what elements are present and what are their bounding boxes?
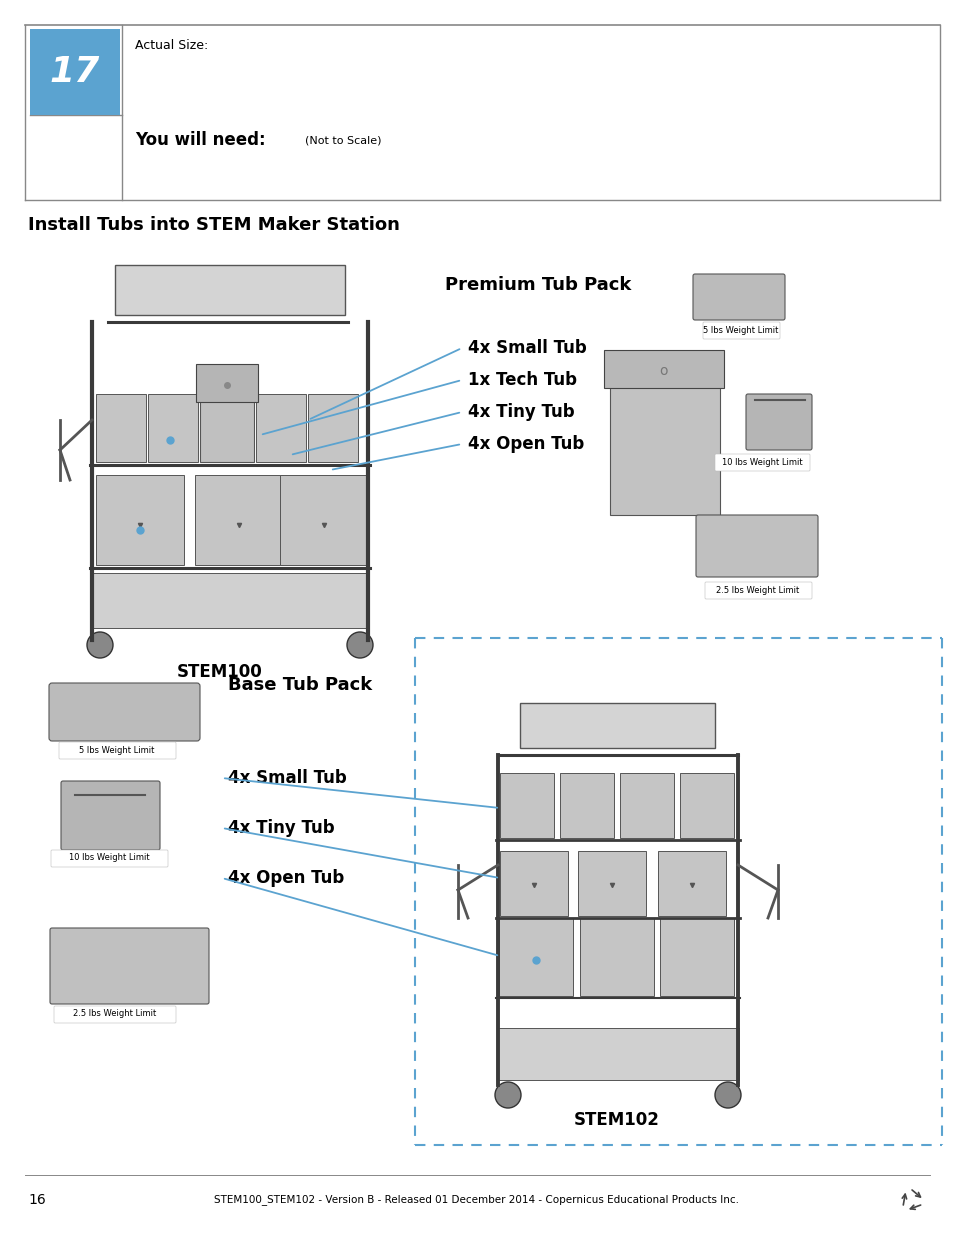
Text: Install Tubs into STEM Maker Station: Install Tubs into STEM Maker Station bbox=[28, 216, 399, 233]
Text: STEM100_STEM102 - Version B - Released 01 December 2014 - Copernicus Educational: STEM100_STEM102 - Version B - Released 0… bbox=[214, 1194, 739, 1205]
Text: 2.5 lbs Weight Limit: 2.5 lbs Weight Limit bbox=[716, 585, 799, 594]
FancyBboxPatch shape bbox=[59, 742, 175, 760]
Text: (Not to Scale): (Not to Scale) bbox=[305, 135, 381, 144]
Bar bbox=[619, 773, 673, 839]
FancyBboxPatch shape bbox=[704, 582, 811, 599]
Bar bbox=[659, 918, 733, 995]
FancyBboxPatch shape bbox=[61, 781, 160, 850]
FancyBboxPatch shape bbox=[745, 394, 811, 450]
FancyBboxPatch shape bbox=[49, 683, 200, 741]
Text: 17: 17 bbox=[50, 56, 100, 89]
Bar bbox=[92, 573, 367, 629]
Text: 2.5 lbs Weight Limit: 2.5 lbs Weight Limit bbox=[73, 1009, 156, 1019]
Circle shape bbox=[714, 1082, 740, 1108]
Text: 4x Small Tub: 4x Small Tub bbox=[228, 769, 346, 787]
Text: 5 lbs Weight Limit: 5 lbs Weight Limit bbox=[702, 326, 778, 335]
Text: 4x Small Tub: 4x Small Tub bbox=[468, 338, 586, 357]
Text: o: o bbox=[659, 364, 667, 378]
Text: 10 lbs Weight Limit: 10 lbs Weight Limit bbox=[69, 853, 150, 862]
Circle shape bbox=[87, 632, 112, 658]
FancyBboxPatch shape bbox=[54, 1007, 175, 1023]
FancyBboxPatch shape bbox=[714, 454, 809, 471]
Bar bbox=[499, 851, 567, 916]
Text: STEM100: STEM100 bbox=[177, 663, 263, 680]
Bar bbox=[603, 350, 723, 388]
Bar bbox=[255, 394, 306, 462]
Bar bbox=[497, 1028, 739, 1079]
Text: 4x Open Tub: 4x Open Tub bbox=[228, 869, 344, 887]
Bar bbox=[609, 385, 720, 515]
Text: 10 lbs Weight Limit: 10 lbs Weight Limit bbox=[720, 457, 801, 467]
Text: 5 lbs Weight Limit: 5 lbs Weight Limit bbox=[79, 746, 154, 755]
Text: 4x Tiny Tub: 4x Tiny Tub bbox=[468, 403, 574, 421]
Bar bbox=[280, 475, 368, 564]
Bar bbox=[115, 266, 345, 315]
Bar bbox=[30, 28, 120, 115]
Text: 4x Open Tub: 4x Open Tub bbox=[468, 435, 583, 453]
Bar bbox=[308, 394, 357, 462]
Bar bbox=[519, 703, 714, 748]
Text: Premium Tub Pack: Premium Tub Pack bbox=[444, 275, 631, 294]
Text: STEM102: STEM102 bbox=[574, 1112, 659, 1129]
Bar bbox=[96, 394, 146, 462]
Text: 4x Tiny Tub: 4x Tiny Tub bbox=[228, 819, 335, 837]
Bar bbox=[194, 475, 283, 564]
FancyBboxPatch shape bbox=[692, 274, 784, 320]
Bar bbox=[499, 773, 554, 839]
Bar bbox=[679, 773, 733, 839]
Text: Base Tub Pack: Base Tub Pack bbox=[228, 676, 372, 694]
Bar bbox=[559, 773, 614, 839]
Text: Actual Size:: Actual Size: bbox=[135, 38, 208, 52]
FancyBboxPatch shape bbox=[702, 322, 780, 338]
Text: 16: 16 bbox=[28, 1193, 46, 1207]
Bar bbox=[148, 394, 198, 462]
Bar bbox=[195, 364, 257, 403]
FancyBboxPatch shape bbox=[50, 927, 209, 1004]
Bar bbox=[498, 918, 573, 995]
FancyBboxPatch shape bbox=[51, 850, 168, 867]
Bar bbox=[96, 475, 184, 564]
Text: 1x Tech Tub: 1x Tech Tub bbox=[468, 370, 577, 389]
Circle shape bbox=[347, 632, 373, 658]
Bar bbox=[579, 918, 654, 995]
Bar bbox=[200, 394, 253, 462]
Circle shape bbox=[495, 1082, 520, 1108]
Bar bbox=[578, 851, 645, 916]
Bar bbox=[658, 851, 725, 916]
FancyBboxPatch shape bbox=[696, 515, 817, 577]
Text: You will need:: You will need: bbox=[135, 131, 265, 149]
